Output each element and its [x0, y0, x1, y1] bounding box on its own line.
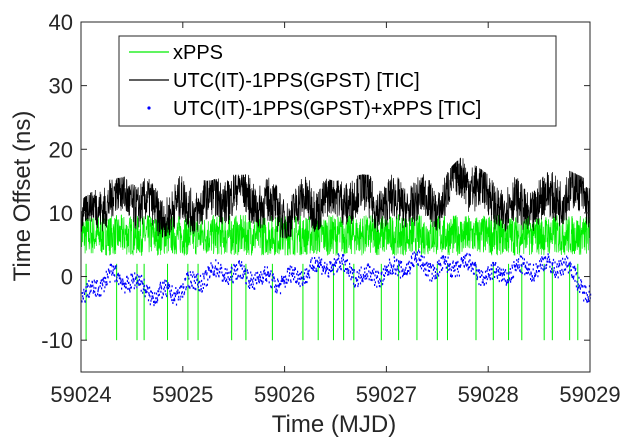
- legend-label: UTC(IT)-1PPS(GPST)+xPPS [TIC]: [173, 98, 481, 120]
- x-tick-label: 59028: [458, 382, 519, 407]
- x-tick-label: 59024: [50, 382, 111, 407]
- legend-label: xPPS: [173, 42, 223, 64]
- series-0: [80, 213, 591, 341]
- series-line: [80, 157, 591, 239]
- axes-box: [80, 21, 591, 373]
- x-tick-label: 59027: [356, 382, 417, 407]
- legend-marker: [147, 106, 151, 110]
- series-2: [81, 249, 592, 307]
- y-tick-label: -10: [41, 328, 73, 353]
- series-points: [81, 249, 592, 307]
- y-tick-label: 30: [49, 74, 73, 99]
- legend-box: [118, 35, 557, 127]
- legend-label: UTC(IT)-1PPS(GPST) [TIC]: [173, 70, 420, 92]
- legend: xPPS UTC(IT)-1PPS(GPST) [TIC] UTC(IT)-1PPS…: [118, 35, 557, 127]
- x-tick-label: 59025: [152, 382, 213, 407]
- y-tick-label: 40: [49, 10, 73, 35]
- y-tick-label: 20: [49, 137, 73, 162]
- y-axis-title: Time Offset (ns): [9, 111, 36, 282]
- x-axis-title: Time (MJD): [272, 411, 396, 438]
- series-1: [80, 157, 591, 239]
- x-tick-label: 59026: [254, 382, 315, 407]
- plot-area: [80, 157, 592, 341]
- axes: 59024 59025 59026 59027 59028 59029 -10 0 10 20 30…: [41, 10, 620, 407]
- y-tick-label: 0: [61, 265, 73, 290]
- y-tick-label: 10: [49, 201, 73, 226]
- x-tick-label: 59029: [559, 382, 620, 407]
